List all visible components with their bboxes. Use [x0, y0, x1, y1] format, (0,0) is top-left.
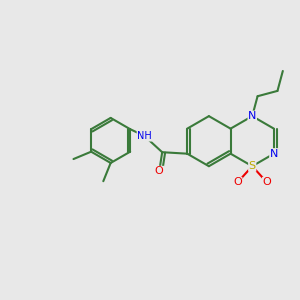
Text: N: N — [248, 111, 256, 121]
Text: O: O — [233, 177, 242, 188]
Text: N: N — [270, 149, 278, 159]
Text: NH: NH — [137, 131, 152, 141]
Text: O: O — [155, 166, 164, 176]
Text: S: S — [249, 161, 256, 171]
Text: O: O — [262, 177, 271, 188]
